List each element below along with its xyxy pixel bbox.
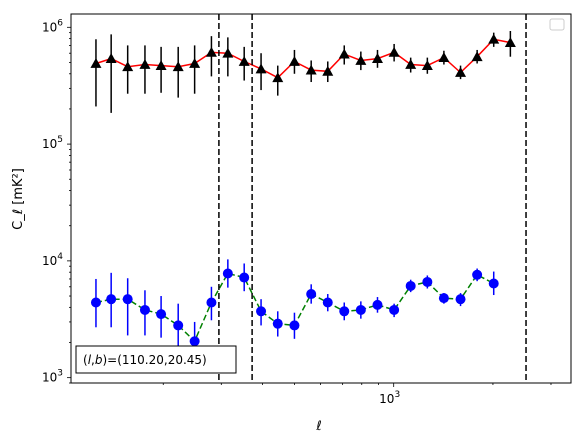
series-0-point-1 — [105, 53, 117, 63]
y-tick-label-0: 103 — [42, 369, 63, 385]
series-1-point-8 — [222, 268, 233, 279]
series-0-point-15 — [338, 48, 350, 59]
series-1-point-17 — [372, 299, 383, 310]
plot-frame — [70, 13, 572, 384]
series-0-point-7 — [205, 46, 217, 57]
series-1-point-11 — [272, 318, 283, 329]
series-0-point-12 — [288, 55, 300, 66]
series-1-point-3 — [139, 304, 150, 315]
series-0-point-9 — [238, 55, 250, 66]
series-1-point-23 — [472, 269, 483, 280]
series-1-point-19 — [405, 280, 416, 291]
series-0-point-20 — [421, 60, 433, 71]
series-0-point-25 — [504, 37, 516, 47]
series-0-point-0 — [90, 57, 102, 68]
annotation-box: (l,b)=(110.20,20.45) — [75, 345, 237, 374]
series-1-point-5 — [173, 320, 184, 331]
series-1-point-24 — [488, 278, 499, 289]
series-0-point-22 — [455, 67, 467, 77]
series-0-point-19 — [405, 59, 417, 69]
x-axis-label: ℓ — [315, 419, 321, 434]
legend-box[interactable] — [549, 18, 565, 31]
series-1-point-15 — [339, 306, 350, 317]
series-0-point-23 — [471, 51, 483, 62]
series-0-point-14 — [322, 65, 334, 76]
axis-ticks: 103 103 104 105 106 — [42, 18, 552, 406]
series-1-point-22 — [455, 294, 466, 305]
series-0-point-18 — [388, 46, 400, 57]
series-1-point-0 — [90, 297, 101, 308]
series-0-point-6 — [189, 57, 201, 68]
x-tick-label-0: 103 — [379, 390, 400, 406]
series-0-point-2 — [122, 61, 134, 72]
series-1-point-18 — [389, 304, 400, 315]
series-0-point-8 — [222, 47, 234, 58]
data-markers — [90, 33, 516, 347]
y-axis-label: C_ℓ [mK²] — [11, 168, 26, 230]
series-0-point-24 — [488, 33, 500, 44]
y-tick-label-1: 104 — [42, 252, 63, 268]
series-1-point-7 — [206, 297, 217, 308]
series-0-point-3 — [139, 59, 151, 69]
series-0-point-13 — [305, 64, 317, 75]
series-1-point-1 — [106, 294, 117, 305]
series-1-point-2 — [122, 294, 133, 305]
series-1-point-9 — [239, 272, 250, 283]
y-tick-label-2: 105 — [42, 135, 63, 151]
series-0-point-4 — [155, 60, 167, 71]
series-0-point-10 — [255, 63, 267, 74]
series-0-point-11 — [272, 72, 284, 83]
y-tick-label-3: 106 — [42, 18, 63, 34]
series-1-point-12 — [289, 320, 300, 331]
series-1-point-4 — [156, 309, 167, 320]
series-1-point-13 — [306, 289, 317, 300]
vertical-reference-lines — [218, 14, 527, 383]
series-0-point-16 — [355, 54, 367, 65]
series-1-point-14 — [322, 297, 333, 308]
annotation-text: (l,b)=(110.20,20.45) — [83, 353, 207, 367]
series-1-point-21 — [438, 293, 449, 304]
series-0-point-5 — [172, 61, 184, 72]
series-1-point-6 — [189, 336, 200, 347]
series-1-point-20 — [422, 276, 433, 287]
series-0-point-21 — [438, 52, 450, 63]
series-1-point-16 — [355, 304, 366, 315]
series-0-point-17 — [371, 53, 383, 63]
series-1-point-10 — [256, 306, 267, 317]
